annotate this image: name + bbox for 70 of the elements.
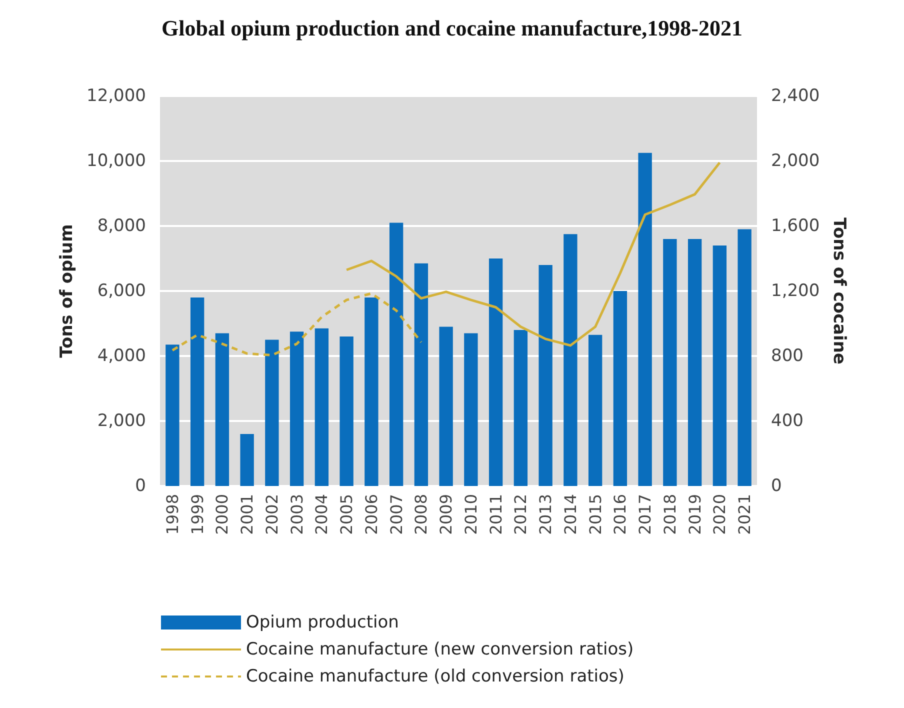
y2-tick-label: 0: [771, 476, 782, 496]
y-tick-label: 6,000: [97, 281, 146, 301]
y-tick-label: 8,000: [97, 216, 146, 236]
y2-tick-label: 1,200: [771, 281, 820, 301]
y2-tick-label: 400: [771, 411, 804, 431]
y-tick-label: 2,000: [97, 411, 146, 431]
y-tick-label: 10,000: [86, 151, 146, 171]
x-tick-label: 2005: [337, 494, 356, 535]
bar: [613, 291, 628, 486]
bar: [265, 340, 279, 486]
bar: [190, 298, 204, 486]
bar: [364, 298, 378, 486]
bar: [538, 265, 552, 486]
x-tick-label: 2017: [636, 494, 655, 535]
x-tick-label: 2013: [536, 494, 556, 535]
x-tick-label: 2001: [238, 494, 257, 535]
x-tick-label: 2011: [486, 494, 506, 535]
legend-label: Opium production: [246, 612, 399, 632]
bar: [240, 434, 254, 486]
bar: [663, 239, 677, 486]
bar: [688, 239, 702, 486]
y2-tick-label: 2,400: [771, 86, 820, 106]
bar: [314, 328, 329, 486]
bar: [738, 229, 752, 486]
legend-label: Cocaine manufacture (new conversion ratios): [246, 640, 634, 660]
bar: [638, 152, 652, 486]
y2-axis-title: Tons of cocaine: [829, 218, 850, 364]
legend-label: Cocaine manufacture (old conversion ratios): [246, 666, 624, 686]
x-tick-label: 2002: [262, 494, 282, 535]
bar: [340, 336, 354, 486]
x-tick-label: 2014: [560, 494, 580, 535]
bar: [389, 222, 404, 486]
bar: [514, 330, 528, 486]
bar: [414, 263, 428, 486]
y2-tick-label: 800: [771, 346, 804, 366]
x-tick-label: 2020: [710, 494, 730, 535]
x-tick-label: 2021: [735, 494, 754, 535]
x-tick-label: 2008: [412, 494, 431, 535]
bar: [166, 344, 180, 486]
x-tick-label: 2006: [362, 494, 381, 535]
bar: [564, 234, 578, 486]
x-tick-label: 2004: [312, 494, 332, 535]
bar: [215, 333, 230, 486]
x-tick-label: 2015: [586, 494, 605, 535]
line-series: [171, 292, 422, 356]
line-series: [345, 161, 721, 347]
bar: [290, 332, 304, 486]
y-axis-title: Tons of opium: [57, 224, 78, 358]
bar: [464, 333, 478, 486]
y-tick-label: 0: [135, 476, 146, 496]
x-tick-label: 2019: [685, 494, 704, 535]
chart-title: Global opium production and cocaine manufacture,1998-2021: [161, 16, 743, 40]
x-tick-label: 2003: [287, 494, 306, 535]
y-tick-label: 4,000: [97, 346, 146, 366]
bar: [588, 334, 602, 486]
x-tick-label: 2016: [610, 494, 630, 535]
y2-tick-label: 1,600: [771, 216, 820, 236]
bar: [712, 246, 727, 486]
x-tick-label: 2009: [436, 494, 456, 535]
bar: [488, 258, 503, 486]
y-tick-label: 12,000: [86, 86, 146, 106]
x-tick-label: 1998: [162, 494, 182, 535]
x-tick-label: 1999: [188, 494, 207, 535]
x-tick-label: 2007: [386, 494, 406, 535]
bar: [439, 326, 453, 486]
x-tick-label: 2010: [461, 494, 480, 535]
y2-tick-label: 2,000: [771, 151, 820, 171]
x-tick-label: 2012: [511, 494, 530, 535]
x-tick-label: 2000: [212, 494, 232, 535]
x-tick-label: 2018: [660, 494, 680, 535]
